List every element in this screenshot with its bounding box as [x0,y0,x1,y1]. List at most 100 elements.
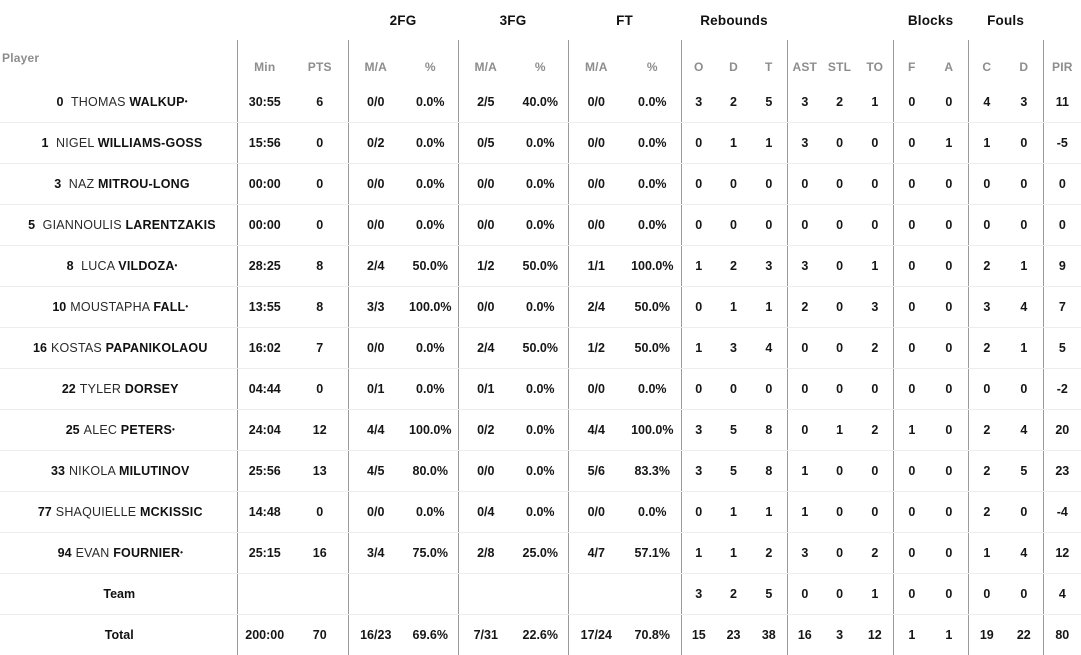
player-last-name: MCKISSIC [140,505,203,519]
stat-cell: 70.8% [624,615,681,655]
stat-cell: 0 [681,287,716,328]
stat-cell: 1 [787,451,822,492]
stat-cell: 3 [787,533,822,574]
stat-cell: 1 [857,82,893,123]
stat-cell: 50.0% [624,328,681,369]
stat-cell: 0 [292,205,348,246]
stat-cell: 0 [787,410,822,451]
stat-cell: 0 [857,205,893,246]
group-header-ft: FT [568,0,681,40]
stat-cell: 5 [751,82,787,123]
stat-cell: 2/8 [458,533,513,574]
group-header-blocks: Blocks [893,0,968,40]
stat-cell: 0 [857,164,893,205]
stat-cell: 5 [1043,328,1081,369]
group-header-rebounds: Rebounds [681,0,787,40]
stat-cell: 0 [930,369,968,410]
stat-cell: 1 [787,492,822,533]
player-last-name: MITROU-LONG [98,177,190,191]
stat-cell: 0.0% [403,328,458,369]
stat-cell: 3/4 [348,533,403,574]
stat-cell: 8 [292,246,348,287]
stat-cell: 3 [716,328,751,369]
stat-cell: 1 [681,328,716,369]
stat-cell: 00:00 [237,164,292,205]
stat-cell: 1 [930,615,968,655]
stat-cell: 0/0 [568,123,624,164]
stat-cell: 0.0% [513,369,568,410]
player-number: 33 [47,464,69,478]
stat-cell: 0/0 [458,164,513,205]
stat-cell: 1 [968,123,1005,164]
column-header-: % [624,40,681,82]
stat-cell: 9 [1043,246,1081,287]
column-header-d: D [716,40,751,82]
stat-cell: 0.0% [403,205,458,246]
stat-cell: 0 [822,574,857,615]
stat-cell: -2 [1043,369,1081,410]
stat-cell: 0 [930,492,968,533]
column-header-o: O [681,40,716,82]
stat-cell: 13:55 [237,287,292,328]
stat-cell: 1 [716,287,751,328]
stat-cell: 0 [930,533,968,574]
stat-cell: 0.0% [513,205,568,246]
stat-cell: 0 [893,164,930,205]
stat-cell: 75.0% [403,533,458,574]
stat-cell: 0 [930,205,968,246]
stat-cell: 2 [968,246,1005,287]
player-number: 8 [59,259,81,273]
stat-cell: 80.0% [403,451,458,492]
stat-cell: 4 [751,328,787,369]
stat-cell: 0.0% [403,123,458,164]
group-header-2fg: 2FG [348,0,458,40]
player-number: 3 [47,177,69,191]
stat-cell: 0 [1005,205,1043,246]
column-header-: % [513,40,568,82]
stat-cell: 3/3 [348,287,403,328]
stat-cell: 83.3% [624,451,681,492]
stat-cell: 24:04 [237,410,292,451]
stat-cell [237,574,292,615]
stat-cell [513,574,568,615]
stat-cell: 0/0 [348,328,403,369]
stat-cell: 50.0% [624,287,681,328]
stat-cell: 7 [292,328,348,369]
stat-cell: 4 [1043,574,1081,615]
player-last-name: FOURNIER [113,546,180,560]
stat-cell: 0/0 [348,164,403,205]
stat-cell: 70 [292,615,348,655]
stat-cell: 0 [930,164,968,205]
player-first-name: EVAN [76,546,114,560]
stat-cell: 25:15 [237,533,292,574]
stat-cell: 5 [1005,451,1043,492]
stat-cell: 2 [751,533,787,574]
stat-cell: 8 [751,410,787,451]
stat-cell: 3 [681,82,716,123]
starter-marker: • [185,97,188,106]
stat-cell: 22.6% [513,615,568,655]
stat-cell: 5 [751,574,787,615]
stat-cell: 1 [857,246,893,287]
player-number: 10 [48,300,70,314]
stat-cell: 0 [893,533,930,574]
stat-cell: 1 [681,246,716,287]
stat-cell: 200:00 [237,615,292,655]
stat-cell: 1 [751,492,787,533]
stat-cell: -4 [1043,492,1081,533]
stat-cell: 1 [681,533,716,574]
column-header-f: F [893,40,930,82]
stat-cell: 0 [893,492,930,533]
stat-cell: 2 [716,82,751,123]
stat-cell: 4/4 [348,410,403,451]
stat-cell: 0 [822,328,857,369]
